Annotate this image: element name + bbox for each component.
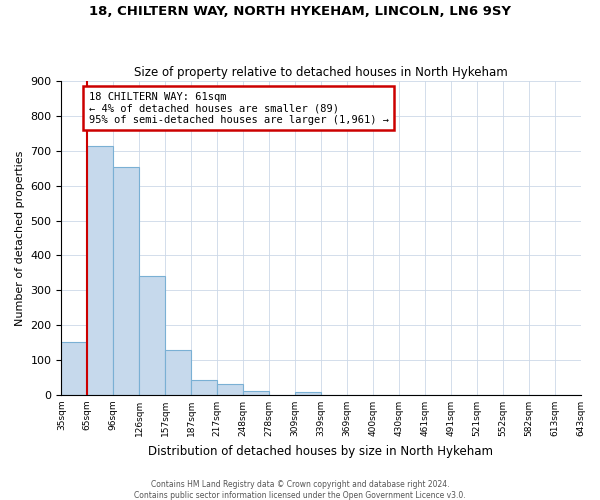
Bar [243,391,269,395]
Bar [139,276,165,395]
Text: 18 CHILTERN WAY: 61sqm
← 4% of detached houses are smaller (89)
95% of semi-deta: 18 CHILTERN WAY: 61sqm ← 4% of detached … [89,92,389,124]
Bar [113,167,139,395]
X-axis label: Distribution of detached houses by size in North Hykeham: Distribution of detached houses by size … [148,444,493,458]
Title: Size of property relative to detached houses in North Hykeham: Size of property relative to detached ho… [134,66,508,78]
Bar [165,350,191,395]
Bar [61,342,88,395]
Text: Contains HM Land Registry data © Crown copyright and database right 2024.
Contai: Contains HM Land Registry data © Crown c… [134,480,466,500]
Bar [217,384,243,395]
Text: 18, CHILTERN WAY, NORTH HYKEHAM, LINCOLN, LN6 9SY: 18, CHILTERN WAY, NORTH HYKEHAM, LINCOLN… [89,5,511,18]
Bar [191,380,217,395]
Bar [295,392,321,395]
Y-axis label: Number of detached properties: Number of detached properties [15,150,25,326]
Bar [88,146,113,395]
